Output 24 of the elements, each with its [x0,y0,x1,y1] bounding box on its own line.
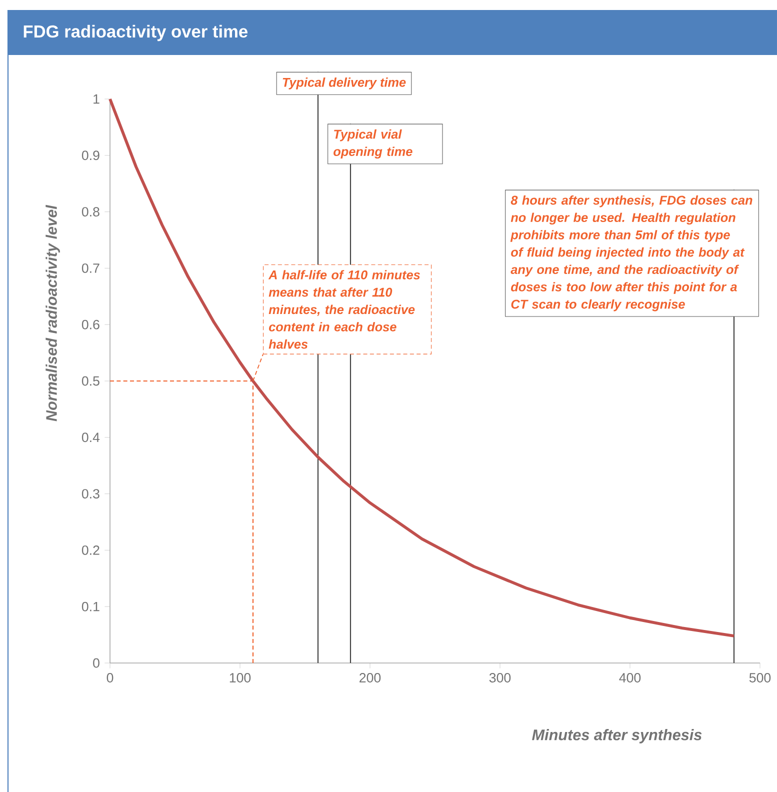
y-tick-label: 0.4 [82,432,100,442]
y-tick-label: 0.1 [82,602,100,612]
x-tick-label: 0 [106,673,114,682]
x-tick-label: 500 [749,673,771,682]
y-tick-label: 0.2 [82,545,100,555]
y-tick-label: 0.8 [82,207,100,217]
x-tick-label: 200 [360,673,381,682]
x-tick-label: 100 [230,673,251,682]
y-tick-label: 0.7 [82,263,100,273]
ref-line-label: 8 hours after synthesis, FDG doses can no longer be used. Health regulation prohibits more than 5ml of this type of fluid being injected into the body at any one time, and the radioactivity of doses is too low after this point for a CT scan to clearly recognise [510,195,752,312]
y-axis-title: Normalised radioactivity level [46,204,60,422]
x-axis-title: Minutes after synthesis [532,729,702,744]
y-tick-label: 0.6 [82,320,100,330]
x-tick-label: 300 [489,673,511,682]
ref-line-label: Typical delivery time [282,78,406,90]
ref-line-label: Typical vial opening time [334,129,412,159]
chart-title: FDG radioactivity over time [24,24,248,42]
x-tick-label: 400 [619,673,641,682]
y-tick-label: 0 [93,658,100,668]
y-tick-label: 0.9 [82,150,100,160]
annotation: A half-life of 110 minutes means that after 110 minutes, the radioactive content in each dose halves [268,270,420,349]
y-tick-label: 1 [94,94,100,104]
y-tick-label: 0.5 [82,376,100,386]
y-tick-label: 0.3 [82,489,100,499]
